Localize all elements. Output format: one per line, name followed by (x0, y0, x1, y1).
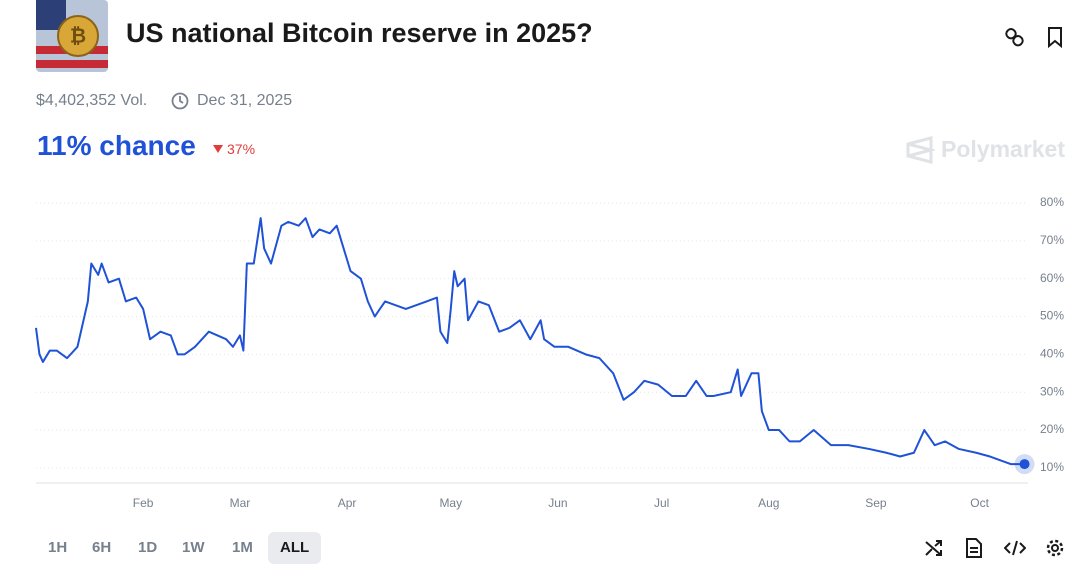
range-button[interactable]: ALL (268, 532, 322, 564)
range-button[interactable]: 6H (92, 539, 112, 556)
bookmark-icon[interactable] (1045, 26, 1065, 48)
y-tick-label: 80% (1040, 195, 1064, 209)
y-tick-label: 40% (1040, 347, 1064, 361)
shuffle-icon[interactable] (924, 538, 944, 558)
x-tick-label: Apr (338, 496, 357, 510)
clock-icon (171, 92, 189, 110)
volume: $4,402,352 Vol. (36, 92, 148, 109)
range-button[interactable]: 1H (48, 539, 68, 556)
y-tick-label: 20% (1040, 422, 1064, 436)
document-icon[interactable] (965, 538, 983, 558)
x-tick-label: Sep (865, 496, 887, 510)
change: 37% (227, 141, 256, 157)
x-tick-label: Aug (758, 496, 779, 510)
x-tick-label: Jun (548, 496, 567, 510)
x-tick-label: Mar (230, 496, 251, 510)
link-icon[interactable] (1004, 26, 1026, 48)
end-point (1019, 459, 1030, 470)
market-image: ₿ (36, 0, 108, 72)
end-date: Dec 31, 2025 (197, 92, 293, 109)
brand: Polymarket (941, 136, 1066, 162)
y-tick-label: 60% (1040, 271, 1064, 285)
settings-icon[interactable] (1045, 538, 1065, 558)
embed-icon[interactable] (1004, 538, 1026, 558)
range-button[interactable]: 1W (182, 539, 205, 556)
range-button[interactable]: 1M (232, 539, 253, 556)
line (35, 217, 1025, 466)
x-tick-label: Jul (654, 496, 669, 510)
chance: 11% chance (37, 130, 196, 161)
y-tick-label: 50% (1040, 309, 1064, 323)
y-tick-label: 30% (1040, 384, 1064, 398)
x-tick-label: May (439, 496, 462, 510)
y-tick-label: 10% (1040, 460, 1064, 474)
title: US national Bitcoin reserve in 2025? (126, 18, 593, 48)
range-button[interactable]: 1D (138, 539, 158, 556)
brand-logo (906, 136, 935, 164)
svg-text:₿: ₿ (70, 25, 86, 47)
x-tick-label: Feb (133, 496, 154, 510)
y-tick-label: 70% (1040, 233, 1064, 247)
down-triangle (213, 145, 223, 153)
x-tick-label: Oct (970, 496, 989, 510)
chart: 10% 20% 30% 40% 50% 60% 70% 80% Feb Mar Apr May Jun J… (35, 195, 1064, 510)
